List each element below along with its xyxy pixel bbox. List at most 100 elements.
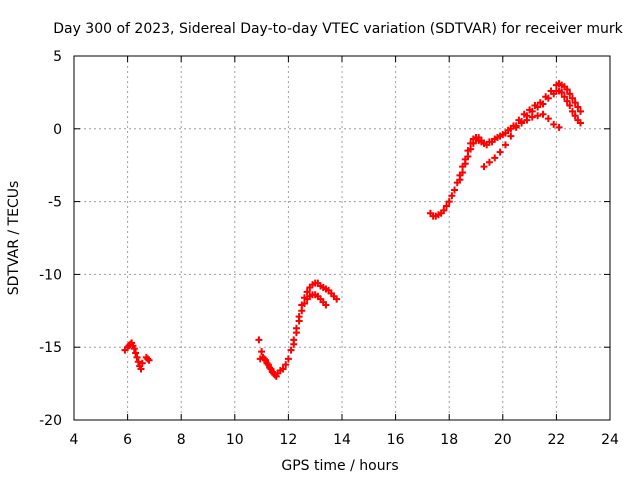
data-point: [558, 88, 566, 96]
y-axis-label: SDTVAR / TECUs: [6, 181, 22, 296]
data-point: [440, 206, 448, 214]
x-tick-label: 18: [440, 432, 458, 448]
data-point: [555, 123, 563, 131]
data-point: [571, 99, 579, 107]
data-point: [322, 301, 330, 309]
data-point: [483, 141, 491, 149]
data-point: [544, 94, 552, 102]
data-point: [459, 168, 467, 176]
data-point: [566, 102, 574, 110]
data-point: [568, 94, 576, 102]
series-arc-3: [255, 279, 341, 379]
data-point: [504, 126, 512, 134]
data-point: [534, 103, 542, 111]
data-point: [518, 118, 526, 126]
data-point: [300, 300, 308, 308]
data-point: [550, 120, 558, 128]
y-tick-label: -15: [39, 340, 62, 356]
data-point: [272, 372, 280, 380]
data-points: [121, 80, 585, 380]
data-point: [491, 154, 499, 162]
series-arc-2: [142, 353, 153, 364]
data-point: [137, 365, 145, 373]
data-point: [496, 148, 504, 156]
data-point: [464, 152, 472, 160]
chart-title: Day 300 of 2023, Sidereal Day-to-day VTE…: [53, 21, 623, 37]
data-point: [461, 160, 469, 168]
data-point: [539, 110, 547, 118]
data-point: [448, 192, 456, 200]
data-point: [560, 93, 568, 101]
data-point: [534, 112, 542, 120]
data-point: [456, 176, 464, 184]
data-point: [577, 119, 585, 127]
data-point: [130, 345, 138, 353]
x-tick-label: 4: [70, 432, 79, 448]
data-point: [258, 348, 266, 356]
series-arc-5: [290, 291, 330, 348]
data-point: [528, 107, 536, 115]
x-tick-label: 8: [177, 432, 186, 448]
data-point: [284, 355, 292, 363]
data-point: [501, 141, 509, 149]
data-point: [539, 100, 547, 108]
data-point: [566, 90, 574, 98]
series-arc-4: [256, 353, 280, 380]
x-tick-label: 14: [333, 432, 351, 448]
data-point: [264, 361, 272, 369]
y-tick-label: -20: [39, 413, 62, 429]
y-tick-label: -5: [48, 195, 62, 211]
data-point: [145, 356, 153, 364]
data-point: [563, 85, 571, 93]
y-tick-label: 0: [53, 122, 62, 138]
data-point: [290, 340, 298, 348]
data-point: [279, 365, 287, 373]
data-point: [445, 198, 453, 206]
data-point: [523, 112, 531, 120]
data-point: [443, 202, 451, 210]
data-point: [563, 97, 571, 105]
data-point: [485, 158, 493, 166]
x-tick-label: 16: [387, 432, 405, 448]
data-point: [467, 145, 475, 153]
data-point: [134, 358, 142, 366]
series-arc-8: [480, 87, 585, 171]
data-point: [267, 365, 275, 373]
data-point: [132, 349, 140, 357]
data-point: [133, 353, 141, 361]
data-point: [488, 138, 496, 146]
x-tick-label: 6: [123, 432, 132, 448]
data-point: [577, 107, 585, 115]
data-point: [507, 132, 515, 140]
y-tick-labels: 5 0 -5 -10 -15 -20: [39, 49, 610, 429]
x-tick-label: 20: [494, 432, 512, 448]
series-arc-1: [121, 339, 146, 373]
data-point: [574, 103, 582, 111]
data-point: [282, 361, 290, 369]
grid-lines: [74, 56, 610, 420]
series-arc-6: [426, 110, 563, 220]
data-point: [568, 107, 576, 115]
data-point: [287, 346, 295, 354]
x-tick-label: 10: [226, 432, 244, 448]
data-point: [262, 356, 270, 364]
data-point: [571, 112, 579, 120]
data-point: [255, 336, 263, 344]
data-point: [512, 123, 520, 131]
data-point: [499, 131, 507, 139]
data-point: [303, 288, 311, 296]
data-point: [480, 163, 488, 171]
x-tick-label: 12: [279, 432, 297, 448]
data-point: [469, 139, 477, 147]
y-tick-label: -10: [39, 267, 62, 283]
data-point: [451, 186, 459, 194]
data-point: [292, 329, 300, 337]
x-tick-label: 24: [601, 432, 619, 448]
y-tick-label: 5: [53, 49, 62, 65]
data-point: [138, 359, 146, 367]
data-point: [333, 295, 341, 303]
data-point: [493, 134, 501, 142]
x-tick-label: 22: [547, 432, 565, 448]
x-axis-label: GPS time / hours: [281, 458, 398, 474]
